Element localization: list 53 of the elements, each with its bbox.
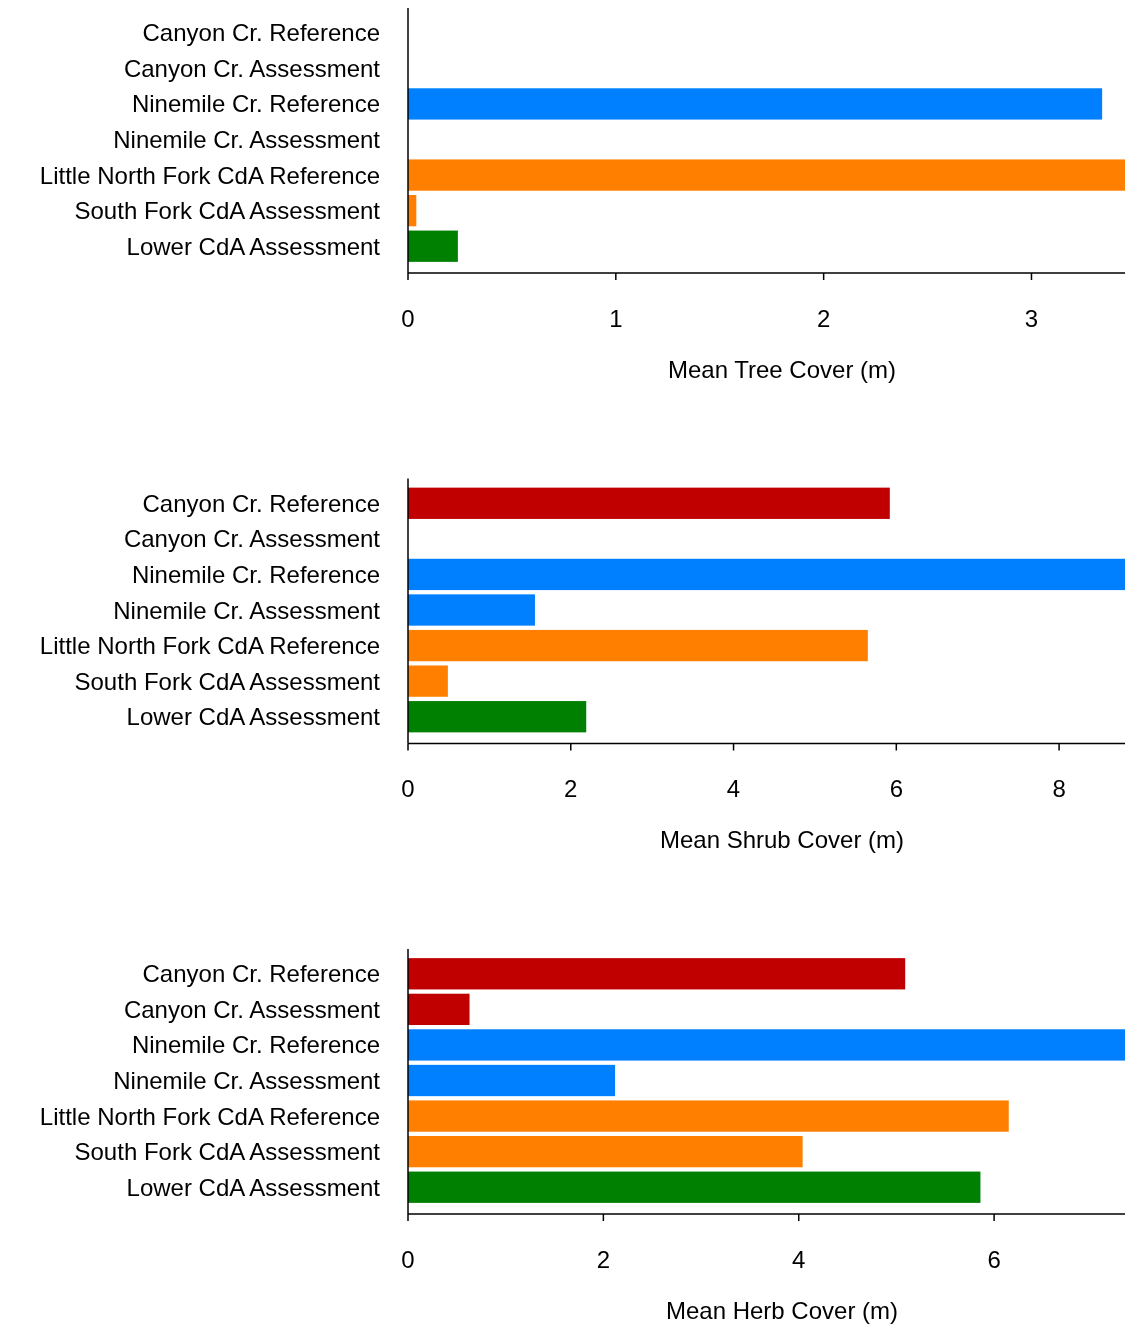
x-tick-label: 6: [889, 775, 903, 802]
bar: [408, 159, 1125, 191]
x-axis-title: Mean Herb Cover (m): [665, 1296, 899, 1324]
x-tick-label: 2: [816, 304, 831, 332]
x-tick-label: 0: [401, 304, 415, 332]
x-tick-label: 6: [987, 1245, 1001, 1273]
bar: [408, 230, 458, 262]
x-axis-title: Mean Tree Cover (m): [667, 355, 897, 383]
y-tick-label: Ninemile Cr. Assessment: [113, 126, 381, 153]
bar: [408, 1135, 803, 1168]
bar: [408, 1029, 1125, 1061]
y-tick-label: Lower CdA Assessment: [126, 703, 381, 731]
x-tick-label: 8: [1052, 775, 1066, 802]
y-tick-label: Lower CdA Assessment: [126, 232, 381, 260]
x-tick-label: 2: [564, 775, 578, 802]
y-tick-label: Ninemile Cr. Reference: [131, 1031, 380, 1059]
y-tick-label: Ninemile Cr. Assessment: [113, 596, 381, 624]
bar: [408, 629, 868, 662]
y-tick-label: Lower CdA Assessment: [126, 1173, 381, 1201]
x-tick-label: 4: [792, 1245, 806, 1273]
bar: [408, 1171, 981, 1203]
x-tick-label: 0: [401, 775, 415, 802]
bar: [408, 558, 1125, 591]
y-tick-label: Ninemile Cr. Reference: [131, 90, 380, 118]
bar: [408, 958, 906, 990]
y-tick-label: Ninemile Cr. Reference: [131, 560, 380, 588]
x-tick-label: 1: [609, 304, 623, 332]
y-tick-label: Canyon Cr. Assessment: [123, 54, 381, 82]
y-tick-label: Canyon Cr. Reference: [142, 19, 380, 47]
y-tick-label: Canyon Cr. Reference: [142, 489, 380, 517]
x-tick-label: 0: [401, 1245, 415, 1273]
bar: [408, 1064, 616, 1097]
bar: [408, 701, 587, 733]
y-tick-label: Little North Fork CdA Reference: [39, 161, 380, 189]
y-tick-label: Ninemile Cr. Assessment: [113, 1067, 381, 1094]
y-tick-label: Canyon Cr. Assessment: [123, 525, 381, 553]
y-tick-label: South Fork CdA Assessment: [74, 667, 381, 695]
y-tick-label: South Fork CdA Assessment: [74, 197, 381, 225]
y-tick-label: Canyon Cr. Reference: [142, 960, 380, 988]
bar: [408, 665, 448, 697]
bar: [408, 88, 1103, 120]
y-tick-label: South Fork CdA Assessment: [74, 1138, 381, 1166]
bar: [408, 993, 470, 1026]
bar: [408, 594, 535, 626]
x-tick-label: 4: [726, 775, 741, 802]
x-tick-label: 2: [596, 1245, 611, 1273]
bar: [408, 1100, 1009, 1132]
x-tick-label: 3: [1024, 304, 1039, 332]
y-tick-label: Little North Fork CdA Reference: [39, 632, 380, 660]
bar: [408, 487, 890, 519]
y-tick-label: Canyon Cr. Assessment: [123, 995, 381, 1023]
x-axis-title: Mean Shrub Cover (m): [659, 826, 905, 853]
y-tick-label: Little North Fork CdA Reference: [39, 1102, 380, 1130]
